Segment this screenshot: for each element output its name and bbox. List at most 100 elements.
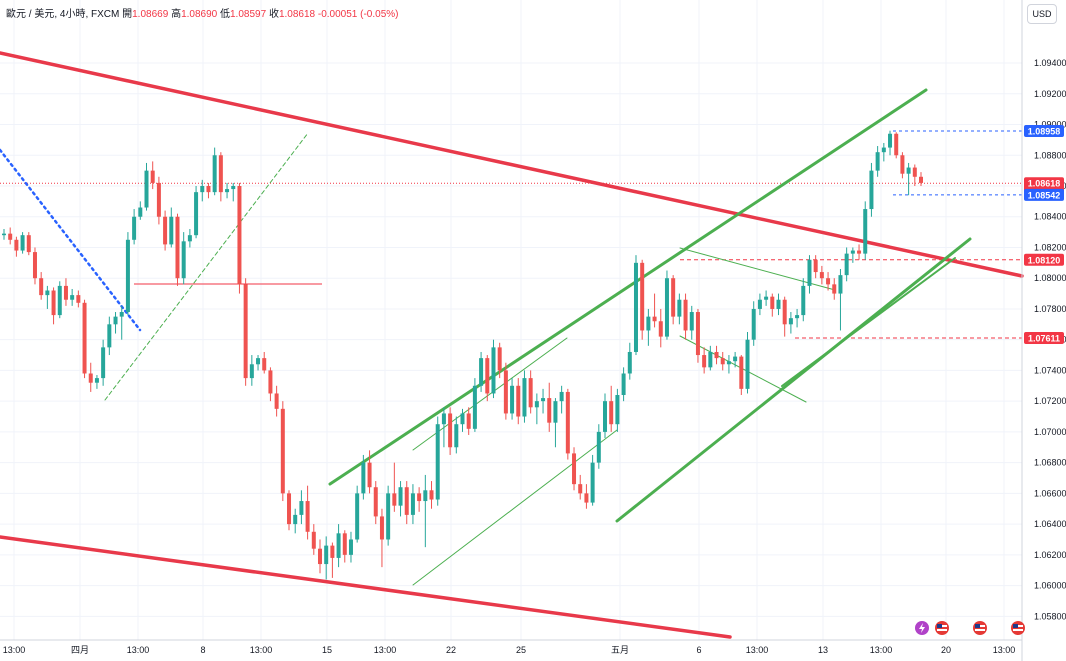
candle — [491, 339, 496, 399]
trend-lines[interactable] — [0, 51, 1024, 639]
candle-body — [330, 545, 335, 558]
candle-body — [528, 378, 533, 408]
inner-green-channel-line[interactable] — [781, 257, 956, 387]
candle-body — [534, 401, 539, 408]
candle-body — [379, 516, 384, 540]
time-tick-label: 四月 — [71, 645, 89, 655]
price-tag-bg — [1024, 331, 1064, 344]
candle — [764, 290, 769, 306]
us-flag-icon[interactable] — [935, 621, 949, 635]
candle — [894, 132, 899, 159]
candle — [212, 147, 217, 196]
candle-body — [8, 233, 13, 240]
upper-green-channel-line[interactable] — [328, 88, 928, 486]
price-tick-label: 1.08200 — [1034, 242, 1066, 252]
candle-body — [584, 493, 589, 503]
candle-body — [417, 493, 422, 502]
candle — [237, 182, 242, 294]
candle — [200, 179, 205, 202]
candle-body — [206, 186, 211, 193]
currency-button[interactable]: USD — [1027, 4, 1057, 24]
candle — [578, 474, 583, 500]
candle — [138, 201, 143, 220]
candle — [373, 481, 378, 525]
candle — [57, 281, 62, 319]
open-value: 1.08669 — [132, 9, 169, 20]
candle-body — [912, 167, 917, 177]
candle — [163, 210, 168, 251]
candle-body — [708, 351, 713, 368]
price-tick-label: 1.09000 — [1034, 120, 1066, 130]
candle — [615, 388, 620, 432]
price-tag-bg — [1024, 124, 1064, 137]
green-dashed-uptrend[interactable] — [104, 132, 309, 401]
candle-body — [720, 358, 725, 365]
candle-body — [795, 315, 800, 319]
candle-body — [237, 186, 242, 285]
candle-body — [317, 548, 322, 565]
candle-body — [689, 312, 694, 331]
blue-dotted-downtrend[interactable] — [0, 148, 142, 332]
candle-body — [782, 299, 787, 325]
candle — [708, 345, 713, 371]
high-label: 高 — [171, 9, 182, 20]
candle-body — [423, 490, 428, 502]
candle-body — [547, 398, 552, 423]
candle — [119, 305, 124, 340]
candle-body — [119, 312, 124, 317]
candle-body — [101, 347, 106, 379]
candle-body — [410, 493, 415, 515]
candle — [132, 209, 137, 245]
symbol-header: 歐元 / 美元, 4小時, FXCM 開1.08669 高1.08690 低1.… — [6, 5, 398, 20]
time-axis[interactable]: 13:00 四月 13:00 8 13:00 15 13:00 22 25 五月 6 13:00 13 1… — [0, 639, 1022, 655]
candle — [125, 232, 130, 316]
candle — [739, 355, 744, 396]
candle-body — [441, 413, 446, 425]
candle-body — [757, 299, 762, 309]
candle — [324, 536, 329, 580]
us-flag-icon[interactable] — [1011, 621, 1025, 635]
candle — [640, 259, 645, 340]
candle — [194, 186, 199, 239]
candle — [361, 454, 366, 500]
candle-body — [280, 408, 285, 494]
candle-body — [448, 413, 453, 448]
lower-green-channel-line[interactable] — [615, 237, 972, 523]
change-value: -0.00051 (-0.05%) — [317, 9, 399, 20]
time-tick-label: 13:00 — [374, 645, 397, 655]
candle-body — [832, 284, 837, 294]
candle-body — [491, 347, 496, 394]
candle — [584, 484, 589, 509]
candle — [801, 278, 806, 322]
time-tick-label: 13:00 — [746, 645, 769, 655]
lightning-flag-icon[interactable] — [915, 621, 929, 635]
candle — [231, 182, 236, 202]
candle — [367, 450, 372, 494]
price-tick-label: 1.05800 — [1034, 611, 1066, 621]
candle-body — [652, 316, 657, 322]
candle-body — [776, 299, 781, 309]
candle — [336, 524, 341, 568]
candle-body — [788, 318, 793, 325]
candle — [82, 299, 87, 379]
candle-body — [819, 272, 824, 279]
candle-body — [392, 493, 397, 506]
candle — [547, 382, 552, 432]
thin-green-channel-lower[interactable] — [412, 429, 618, 586]
candle — [206, 182, 211, 199]
price-tick-label: 1.07200 — [1034, 396, 1066, 406]
candle-body — [113, 316, 118, 325]
upper-red-trendline[interactable] — [0, 51, 1024, 278]
time-tick-label: 8 — [200, 645, 205, 655]
candle-body — [324, 545, 329, 565]
candle — [869, 162, 874, 217]
candle — [497, 342, 502, 379]
candle-body — [57, 285, 62, 316]
candle-body — [435, 424, 440, 500]
price-axis[interactable]: 1.094001.092001.090001.088001.086001.084… — [1021, 0, 1066, 661]
us-flag-icon[interactable] — [973, 621, 987, 635]
candle — [169, 207, 174, 248]
lower-red-trendline[interactable] — [0, 535, 732, 639]
